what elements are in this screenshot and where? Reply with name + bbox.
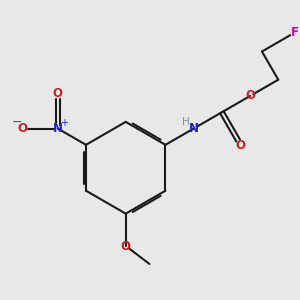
Text: O: O: [18, 122, 28, 135]
Text: O: O: [53, 87, 63, 100]
Text: N: N: [53, 122, 63, 135]
Text: F: F: [291, 26, 299, 39]
Text: −: −: [12, 116, 22, 129]
Text: +: +: [60, 118, 68, 128]
Text: N: N: [189, 122, 199, 135]
Text: H: H: [182, 117, 190, 127]
Text: O: O: [245, 89, 255, 103]
Text: O: O: [121, 240, 131, 253]
Text: O: O: [236, 139, 246, 152]
